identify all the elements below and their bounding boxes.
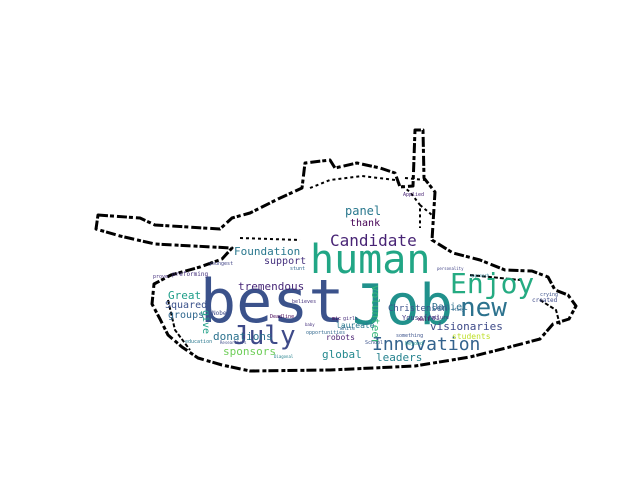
word-students: students xyxy=(452,332,491,341)
word-school: School xyxy=(365,340,384,346)
tank-track-detail xyxy=(167,274,561,351)
tank-silhouette xyxy=(94,128,578,373)
tank-turret-detail xyxy=(239,174,433,241)
word-youngest: youngest xyxy=(209,261,234,267)
word-human: human xyxy=(310,237,431,283)
word-something: something xyxy=(396,333,424,339)
word-innovation: Innovation xyxy=(372,334,481,355)
word-foundation: Foundation xyxy=(234,245,301,258)
word-july: July xyxy=(233,321,296,351)
word-approach: approach xyxy=(470,273,490,278)
word-prove: prove xyxy=(153,274,169,280)
word-thank: thank xyxy=(350,218,381,229)
word-applied: Applied xyxy=(403,192,425,198)
word-laureate: laureate xyxy=(336,321,375,330)
word-opportunities: opportunities xyxy=(306,330,346,336)
word-beyond: beyond xyxy=(405,341,424,347)
word-best: best xyxy=(200,267,345,337)
word-yousafzai: Yousafzai xyxy=(402,314,440,322)
word-preforming: preforming xyxy=(172,271,209,278)
word-baby: baby xyxy=(305,322,315,327)
word-wall: Wall xyxy=(418,317,431,323)
word-great: Great xyxy=(168,289,202,302)
word-daniel: Daniel xyxy=(432,302,469,313)
word-mic: mic xyxy=(332,316,342,322)
word-visionaries: visionaries xyxy=(430,320,503,333)
word-support: support xyxy=(264,256,307,267)
word-nobel: Nobel xyxy=(212,310,231,317)
word-new: new xyxy=(460,293,507,323)
word-enjoy: Enjoy xyxy=(450,267,535,300)
word-groups: groups xyxy=(168,310,205,321)
word-deadline: Deadline xyxy=(270,314,295,320)
word-diagonal: Diagonal xyxy=(274,354,294,359)
word-tremendous: tremendous xyxy=(238,280,305,293)
word-study: study xyxy=(452,307,465,312)
word-panel: panel xyxy=(345,204,382,218)
word-christensen: Christensen xyxy=(388,304,448,314)
word-girls: girls xyxy=(343,316,359,322)
word-crying: crying xyxy=(540,292,559,298)
word-job: Job xyxy=(352,273,454,338)
word-robots: robots xyxy=(326,333,355,342)
word-education: education xyxy=(185,339,213,345)
word-white: white xyxy=(340,326,356,332)
word-donations: donations xyxy=(213,330,273,343)
word-global: global xyxy=(322,348,362,361)
word-personality: personality xyxy=(437,266,464,271)
word-leaders: leaders xyxy=(376,351,423,364)
word-failure: failure xyxy=(428,315,450,321)
word-researchers: Researchers xyxy=(220,340,247,345)
word-believes: believes xyxy=(292,299,317,305)
word-created: created xyxy=(532,297,558,304)
word-candidate: Candidate xyxy=(330,231,417,250)
word-give: give xyxy=(200,310,211,335)
word-squared: Squared xyxy=(165,300,208,311)
word-sponsors: sponsors xyxy=(223,345,276,358)
word-stunt: stunt xyxy=(290,266,306,272)
word-volunteer: volunteer xyxy=(369,285,382,345)
